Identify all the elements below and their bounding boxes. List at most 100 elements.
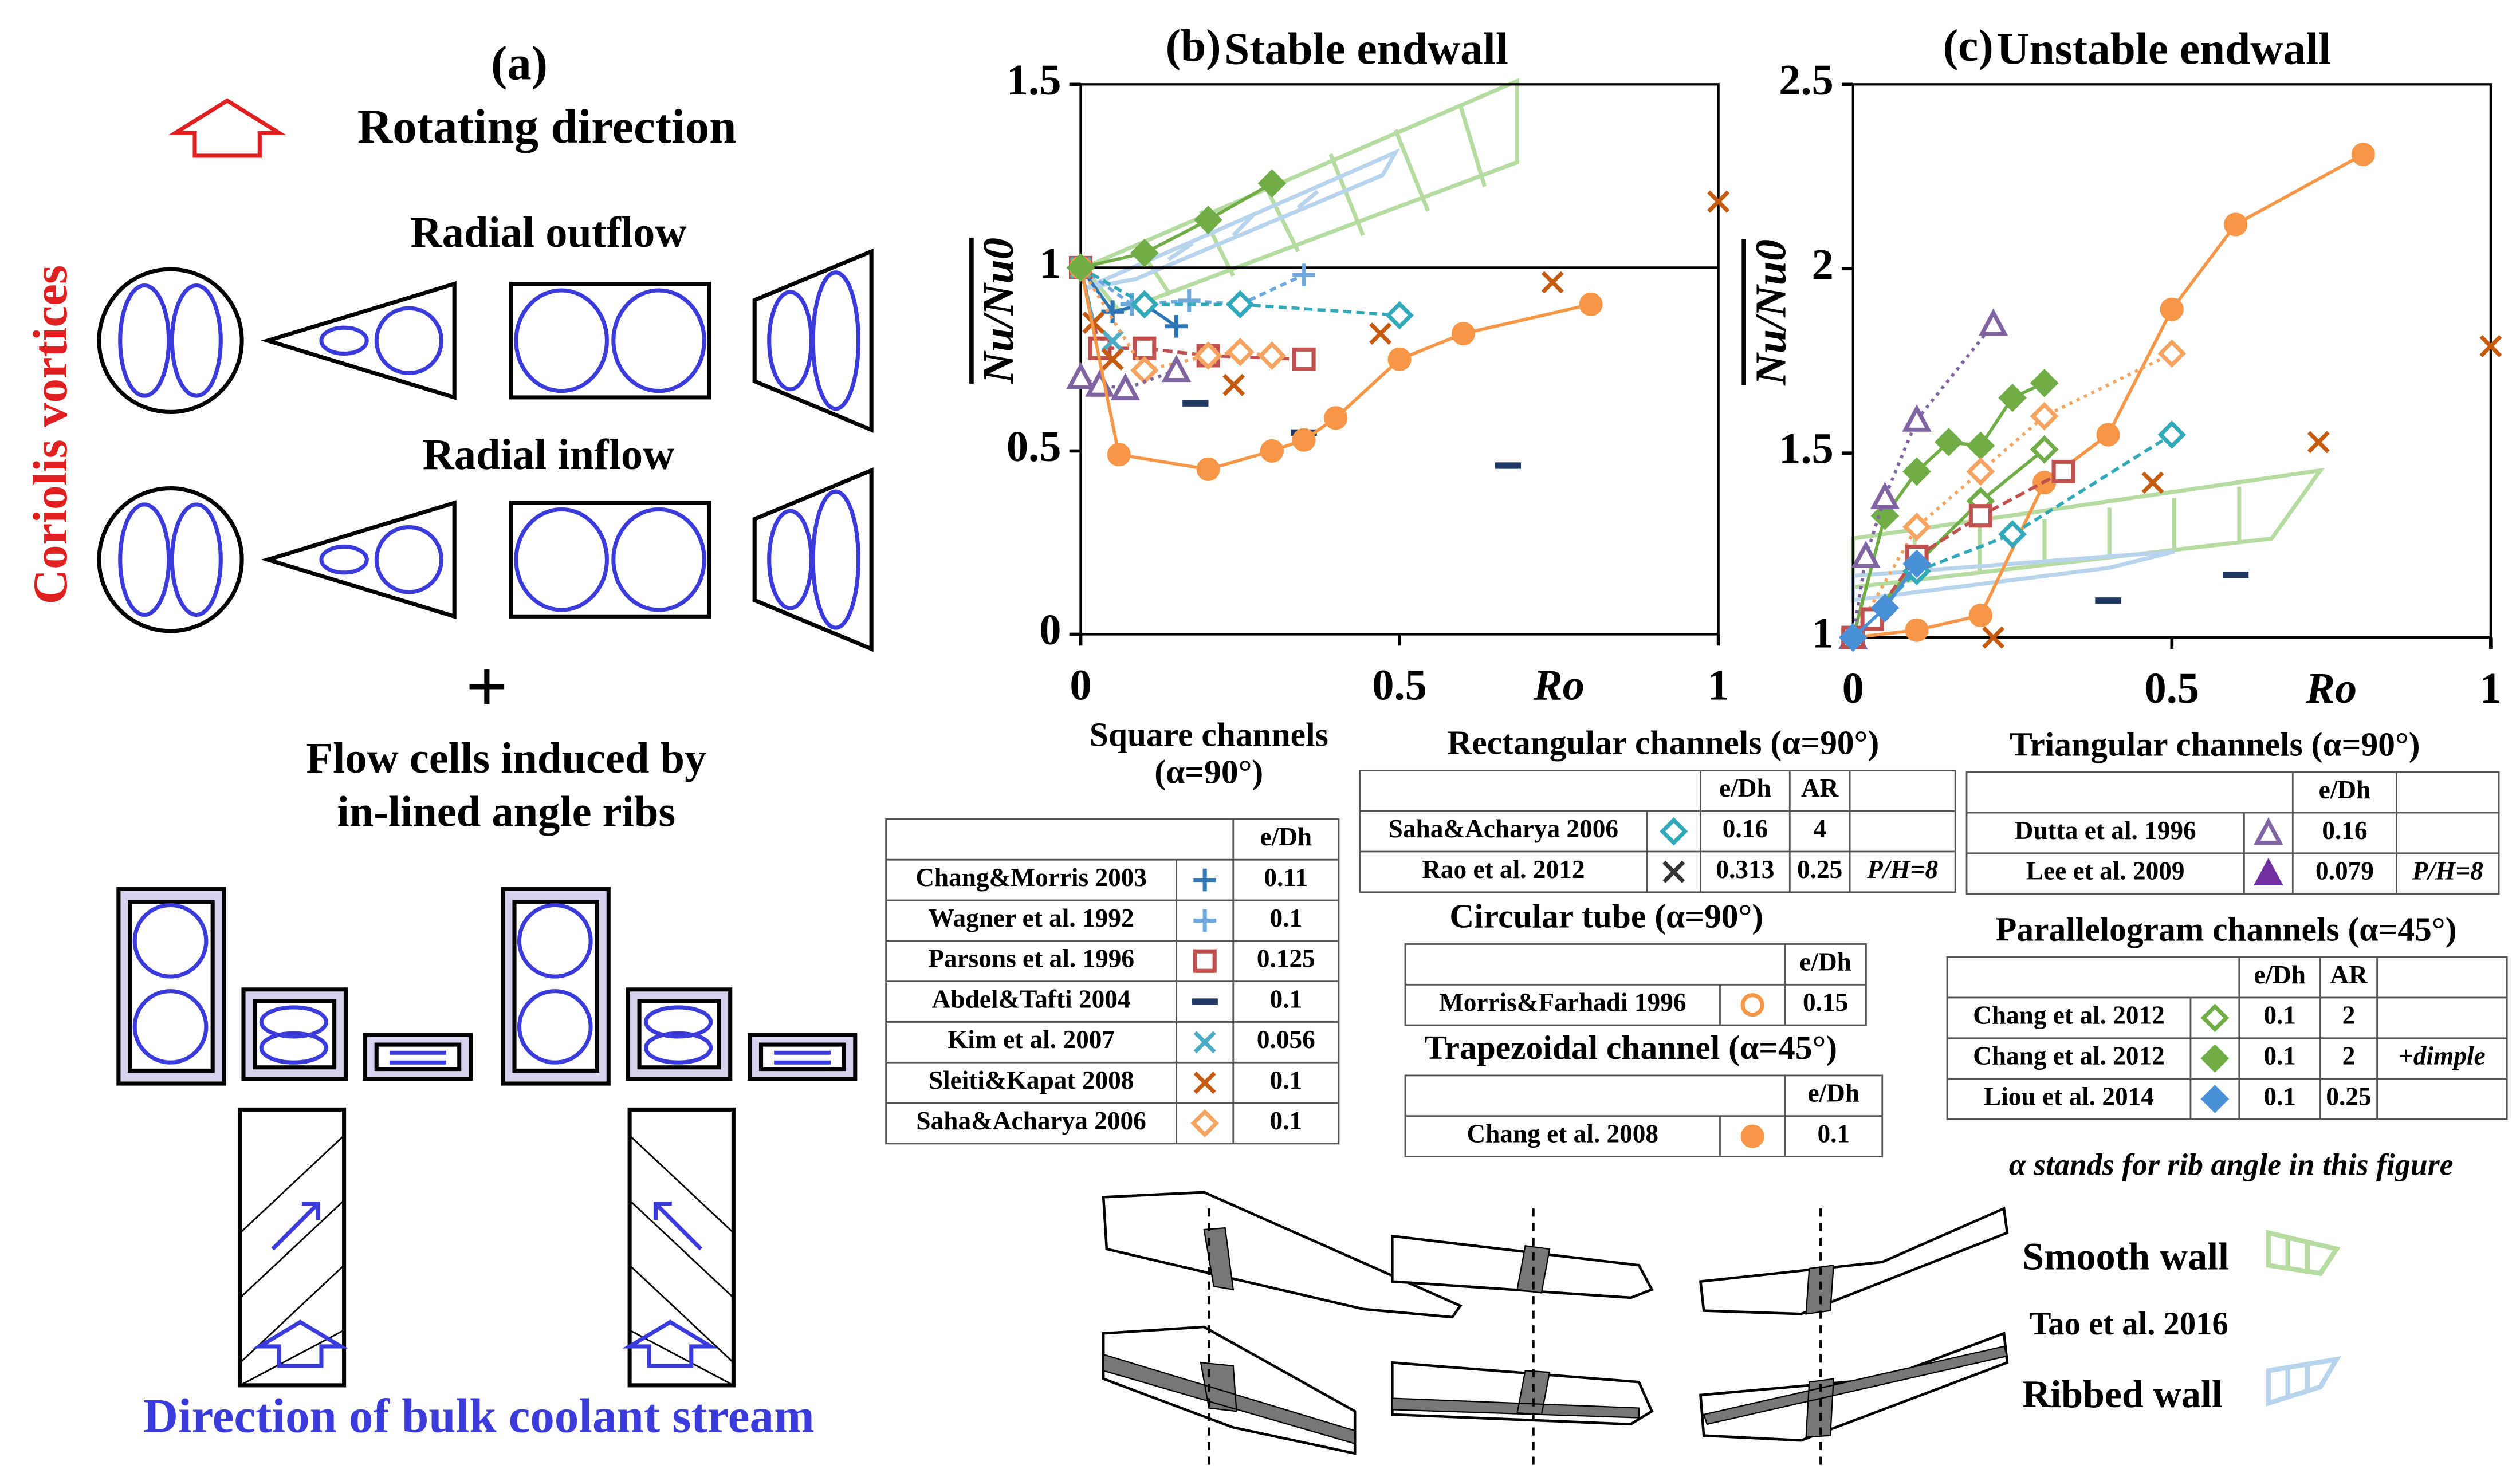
marker	[1225, 290, 1255, 319]
cells-label: in-lined angle ribs	[337, 787, 676, 836]
table-cell: Kim et al. 2007	[948, 1025, 1115, 1054]
marker	[1998, 383, 2027, 412]
marker	[1870, 482, 1900, 509]
table-header: e/Dh	[1260, 822, 1312, 851]
marker	[1107, 443, 1131, 467]
y-tick-label: 1	[1812, 609, 1834, 657]
table-cell: Saha&Acharya 2006	[1389, 814, 1618, 843]
table-cell: Sleiti&Kapat 2008	[929, 1066, 1134, 1094]
marker	[1740, 1124, 1764, 1148]
marker	[1579, 292, 1603, 316]
marker	[2307, 431, 2330, 454]
marker	[1257, 169, 1287, 198]
table-cell: 2	[2342, 1042, 2356, 1070]
panel-label: (a)	[491, 36, 548, 90]
marker	[1870, 593, 1900, 623]
marker	[1130, 290, 1159, 319]
marker	[1110, 373, 1141, 401]
marker	[1193, 1031, 1216, 1054]
series-line	[1080, 266, 1400, 317]
table-cell: 0.16	[2322, 816, 2367, 845]
frame	[1851, 83, 2493, 639]
table-cell: Liou et al. 2014	[1984, 1082, 2154, 1110]
table-cell: 0.1	[2263, 1082, 2296, 1110]
table-cell: P/H=8	[2412, 857, 2483, 885]
chart-title: Stable endwall	[1224, 24, 1508, 74]
table-cell: 0.313	[1716, 855, 1774, 884]
marker	[1177, 289, 1201, 312]
inflow-label: Radial inflow	[423, 430, 675, 479]
table-header: e/Dh	[1719, 774, 1771, 802]
marker	[1292, 428, 1316, 452]
table-cell: Chang et al. 2008	[1467, 1120, 1658, 1148]
marker	[2157, 420, 2187, 449]
marker	[1740, 993, 1764, 1017]
band-sketches	[1080, 78, 2325, 603]
marker	[1982, 626, 2005, 649]
marker	[1085, 369, 1115, 397]
table-cell: 0.16	[1723, 814, 1768, 843]
marker	[1066, 362, 1096, 389]
outflow-label: Radial outflow	[410, 208, 686, 257]
x-tick-label: 1	[1708, 660, 1729, 709]
series-line	[1080, 182, 1273, 270]
marker	[1851, 541, 1881, 569]
coriolis-label: Coriolis vortices	[23, 265, 77, 604]
marker	[1659, 817, 1688, 846]
marker	[1066, 253, 1095, 282]
table-cell: 0.1	[1270, 904, 1303, 932]
marker	[1193, 909, 1217, 932]
legend-table: Circular tube (α=90°) e/Dh Morris&Farhadi …	[1404, 897, 1867, 1026]
table-cell: 2	[2342, 1001, 2356, 1030]
legend-table: Parallelogram channels (α=45°) e/Dh AR Chan…	[1946, 910, 2508, 1120]
table-cell: Chang&Morris 2003	[915, 863, 1147, 892]
cells-label: Flow cells induced by	[306, 734, 706, 782]
marker	[1101, 348, 1124, 371]
table-cell: Morris&Farhadi 1996	[1439, 988, 1686, 1017]
table-subtitle: (α=90°)	[1154, 753, 1263, 791]
marker	[2224, 212, 2248, 237]
marker	[1292, 263, 1315, 286]
table-title: Circular tube (α=90°)	[1449, 897, 1763, 935]
table-cell: Lee et al. 2009	[2026, 857, 2185, 885]
x-axis-label: Ro	[2305, 664, 2357, 712]
table-cell: 0.1	[1817, 1120, 1850, 1148]
marker	[1193, 1072, 1216, 1094]
table-cell: 0.25	[2326, 1082, 2371, 1110]
marker	[1662, 860, 1685, 883]
table-cell: Chang et al. 2012	[1973, 1001, 2165, 1030]
table-header: AR	[2330, 960, 2368, 989]
vortex-shapes	[97, 248, 874, 652]
table-cell: Abdel&Tafti 2004	[932, 984, 1131, 1013]
table-cell: 0.1	[1270, 1066, 1303, 1094]
y-tick-label: 1.5	[1779, 424, 1834, 473]
marker	[1225, 337, 1255, 367]
table-cell: 0.1	[2263, 1001, 2296, 1030]
y-tick-label: 2	[1812, 240, 1834, 289]
table-cell: Saha&Acharya 2006	[916, 1106, 1146, 1135]
table-cell: 0.15	[1803, 988, 1848, 1017]
marker	[2030, 401, 2059, 431]
marker	[2254, 817, 2283, 845]
rotating-arrow	[168, 98, 286, 158]
marker	[1387, 347, 1412, 371]
marker	[2096, 423, 2120, 447]
legend-table: Triangular channels (α=90°) e/Dh Dutta et …	[1965, 725, 2500, 895]
marker	[1968, 504, 1992, 528]
marker	[2051, 459, 2075, 483]
marker	[1194, 341, 1222, 370]
marker	[1260, 439, 1284, 463]
marker	[2351, 143, 2375, 167]
coolant-arrows	[252, 1319, 718, 1368]
marker	[1934, 428, 1963, 456]
marker	[1905, 618, 1929, 642]
marker	[1902, 513, 1931, 541]
plot: (b) Stable endwall 0 0.5 1 1.5 0 0.5 1 Ro Nu/Nu0	[974, 21, 1730, 709]
panel-label: (b)	[1166, 21, 1221, 71]
table-header: AR	[1801, 774, 1839, 802]
flow-cells	[116, 887, 858, 1086]
blades	[1102, 1191, 2009, 1468]
y-tick-label: 1	[1039, 239, 1061, 287]
table-cell: 0.079	[2315, 857, 2374, 885]
marker	[1324, 406, 1348, 430]
